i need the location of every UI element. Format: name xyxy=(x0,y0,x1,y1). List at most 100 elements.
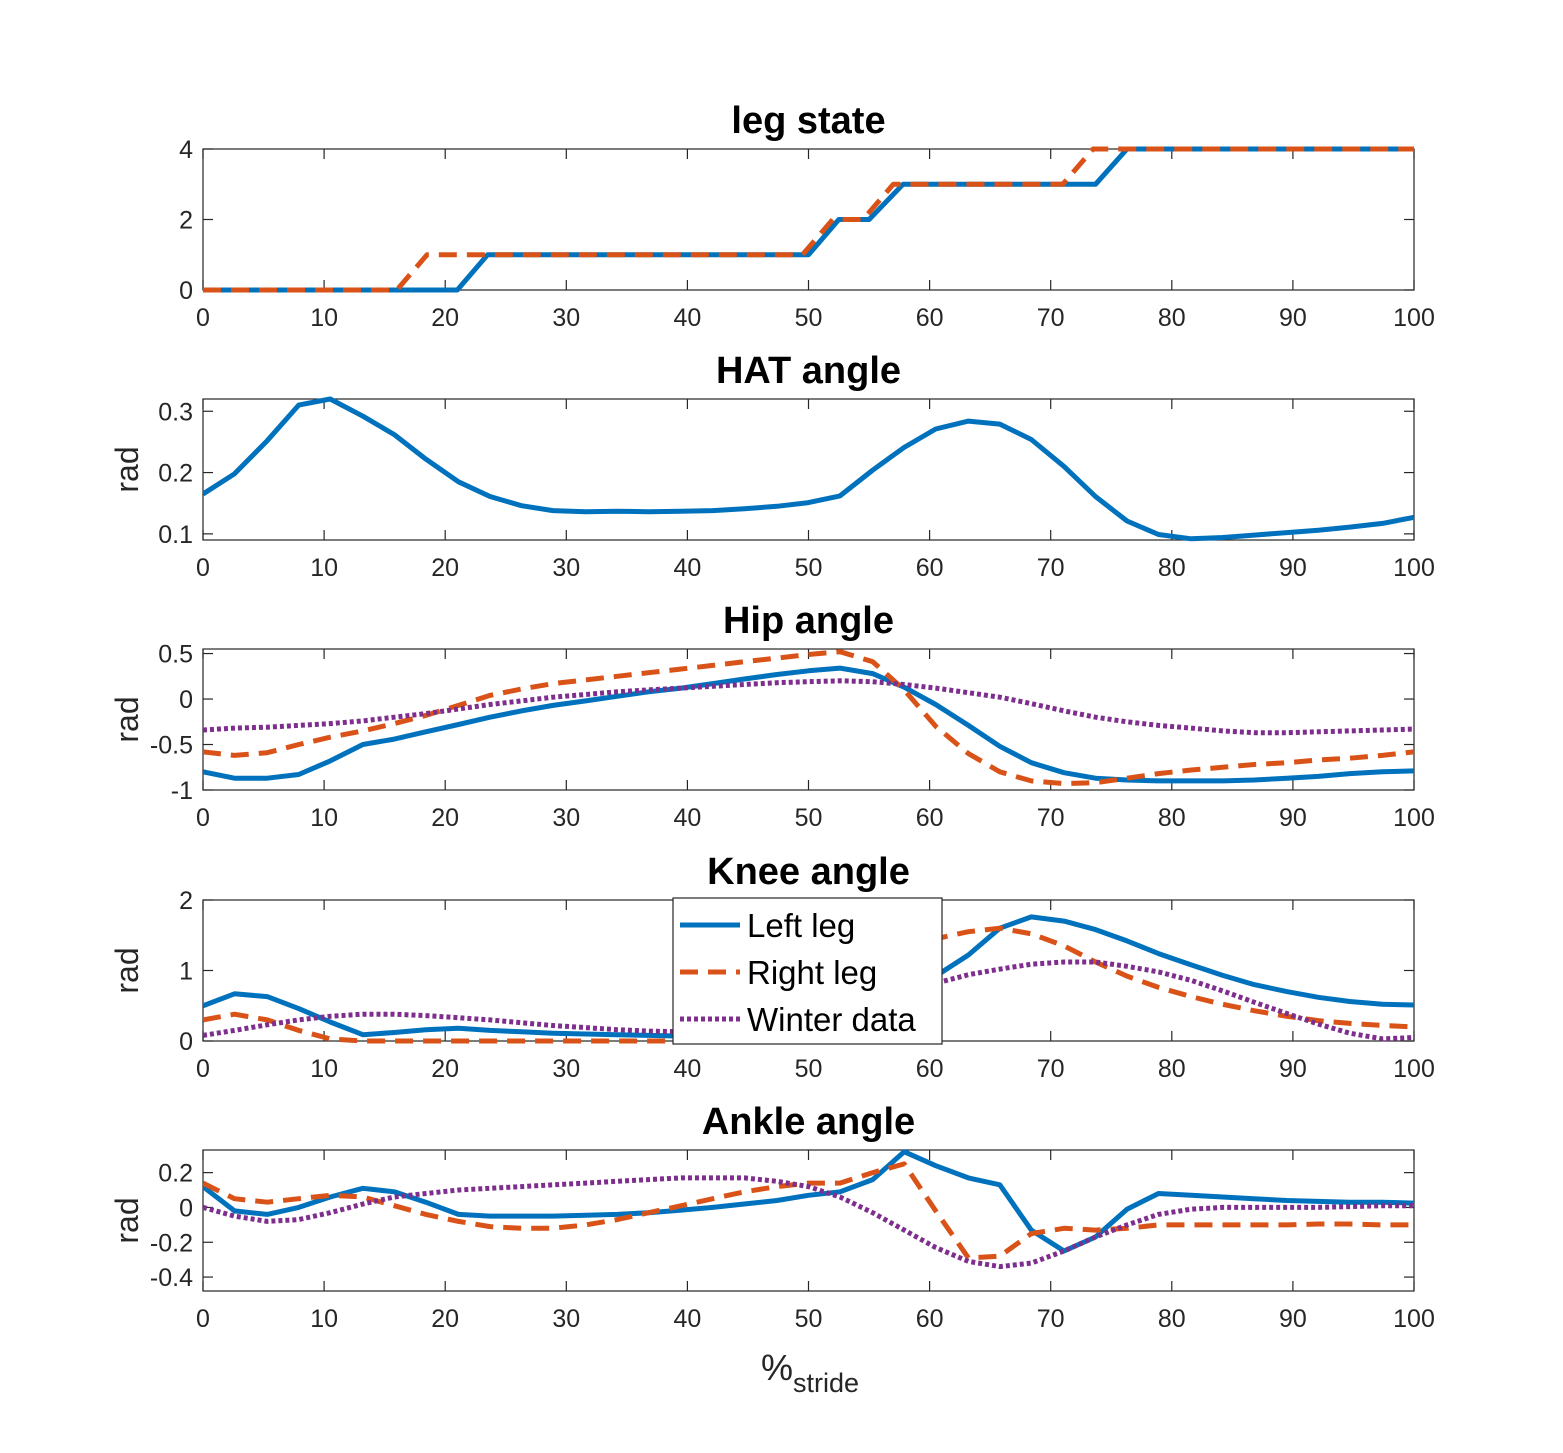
y-tick-label: -0.5 xyxy=(150,732,193,760)
x-tick-label: 90 xyxy=(1279,1055,1307,1083)
subplot-2: 0 10 20 30 40 50 60 70 80 90 100 -1 -0.5 0 0.5 Hip angl… xyxy=(109,600,1435,832)
x-tick-label: 40 xyxy=(673,304,701,332)
x-tick-label: 60 xyxy=(916,1305,944,1333)
x-tick-label: 10 xyxy=(310,304,338,332)
x-tick-label: 40 xyxy=(673,804,701,832)
series-group xyxy=(203,396,1414,542)
series-line-right xyxy=(203,1161,1414,1261)
x-tick-label: 30 xyxy=(552,1305,580,1333)
x-tick-label: 100 xyxy=(1393,1305,1435,1333)
subplot-title: leg state xyxy=(731,100,885,142)
legend-label-right: Right leg xyxy=(747,954,877,991)
y-tick-label: -0.2 xyxy=(150,1229,193,1257)
y-axis-label: rad xyxy=(109,1197,145,1243)
axes-box xyxy=(202,1149,1415,1292)
y-axis-label: rad xyxy=(109,947,145,993)
axes-box xyxy=(202,148,1415,291)
x-tick-label: 60 xyxy=(916,304,944,332)
x-tick-label: 40 xyxy=(673,554,701,582)
x-tick-label: 0 xyxy=(196,1305,210,1333)
series-line-right xyxy=(203,649,1414,787)
subplot-title: Knee angle xyxy=(707,851,910,893)
y-tick-label: 0 xyxy=(179,1194,193,1222)
series-line-right xyxy=(203,146,1414,293)
series-group xyxy=(203,1149,1414,1270)
x-tick-label: 90 xyxy=(1279,804,1307,832)
x-tick-label: 100 xyxy=(1393,304,1435,332)
x-tick-label: 70 xyxy=(1037,804,1065,832)
x-tick-label: 30 xyxy=(552,1055,580,1083)
y-tick-label: -1 xyxy=(171,777,193,805)
x-tick-label: 100 xyxy=(1393,804,1435,832)
x-tick-label: 90 xyxy=(1279,554,1307,582)
series-line-winter xyxy=(203,678,1414,736)
subplot-1: 0 10 20 30 40 50 60 70 80 90 100 0.1 0.2 0.3 HAT angle… xyxy=(109,350,1435,582)
x-tick-label: 50 xyxy=(795,554,823,582)
x-tick-label: 10 xyxy=(310,804,338,832)
y-tick-label: 0.3 xyxy=(158,398,193,426)
x-tick-label: 10 xyxy=(310,1055,338,1083)
y-tick-label: 0.1 xyxy=(158,521,193,549)
series-line-right xyxy=(203,925,1414,1044)
y-axis-label: rad xyxy=(109,446,145,492)
x-tick-label: 10 xyxy=(310,554,338,582)
y-tick-label: 4 xyxy=(179,136,193,164)
x-tick-label: 60 xyxy=(916,554,944,582)
x-tick-label: 60 xyxy=(916,1055,944,1083)
x-tick-label: 20 xyxy=(431,554,459,582)
x-tick-label: 80 xyxy=(1158,1305,1186,1333)
y-tick-label: -0.4 xyxy=(150,1264,193,1292)
subplot-title: HAT angle xyxy=(716,350,901,392)
x-tick-label: 70 xyxy=(1037,1305,1065,1333)
axes-box xyxy=(202,398,1415,541)
x-axis-label-main: % xyxy=(761,1347,793,1388)
subplot-0: 0 10 20 30 40 50 60 70 80 90 100 0 2 4 leg state xyxy=(179,100,1435,332)
x-tick-label: 30 xyxy=(552,304,580,332)
y-axis-label: rad xyxy=(109,696,145,742)
x-axis-label-subscript: stride xyxy=(793,1368,859,1398)
x-tick-label: 100 xyxy=(1393,554,1435,582)
x-tick-label: 50 xyxy=(795,804,823,832)
x-tick-label: 20 xyxy=(431,1305,459,1333)
y-tick-label: 0.2 xyxy=(158,1160,193,1188)
subplot-4: 0 10 20 30 40 50 60 70 80 90 100 -0.4 -0.2 0 0.2 Ankle … xyxy=(109,1101,1435,1333)
x-tick-label: 30 xyxy=(552,554,580,582)
subplot-title: Hip angle xyxy=(723,600,894,642)
x-tick-label: 90 xyxy=(1279,1305,1307,1333)
y-tick-label: 0.2 xyxy=(158,460,193,488)
legend: Left leg Right leg Winter data xyxy=(672,897,943,1045)
series-group xyxy=(203,649,1414,787)
x-tick-label: 50 xyxy=(795,304,823,332)
x-tick-label: 70 xyxy=(1037,304,1065,332)
y-tick-label: 0 xyxy=(179,1028,193,1056)
x-tick-label: 80 xyxy=(1158,1055,1186,1083)
y-tick-label: 0.5 xyxy=(158,641,193,669)
x-tick-label: 80 xyxy=(1158,804,1186,832)
legend-label-left: Left leg xyxy=(747,907,855,944)
series-line-left xyxy=(203,665,1414,784)
x-tick-label: 70 xyxy=(1037,554,1065,582)
x-tick-label: 60 xyxy=(916,804,944,832)
x-tick-label: 20 xyxy=(431,1055,459,1083)
x-tick-label: 20 xyxy=(431,304,459,332)
legend-label-winter: Winter data xyxy=(747,1001,916,1038)
x-tick-label: 0 xyxy=(196,304,210,332)
y-tick-label: 2 xyxy=(179,887,193,915)
x-tick-label: 10 xyxy=(310,1305,338,1333)
series-line-winter xyxy=(203,1175,1414,1270)
x-tick-label: 50 xyxy=(795,1055,823,1083)
x-tick-label: 20 xyxy=(431,804,459,832)
x-tick-label: 90 xyxy=(1279,304,1307,332)
y-tick-label: 2 xyxy=(179,207,193,235)
x-tick-label: 70 xyxy=(1037,1055,1065,1083)
y-tick-label: 0 xyxy=(179,277,193,305)
x-tick-label: 40 xyxy=(673,1055,701,1083)
x-tick-label: 0 xyxy=(196,804,210,832)
y-tick-label: 0 xyxy=(179,686,193,714)
x-tick-label: 40 xyxy=(673,1305,701,1333)
x-tick-label: 80 xyxy=(1158,304,1186,332)
x-tick-label: 50 xyxy=(795,1305,823,1333)
x-tick-label: 0 xyxy=(196,554,210,582)
